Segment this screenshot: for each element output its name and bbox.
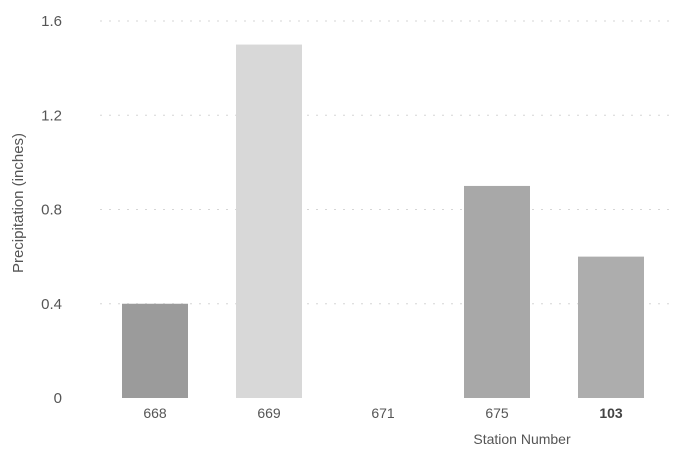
x-tick-label-669: 669 [257,405,281,421]
x-tick-label-675: 675 [485,405,509,421]
y-axis-ticks: 0 0.4 0.8 1.2 1.6 [41,13,62,407]
bar-675 [464,185,530,398]
bar-669 [236,44,302,398]
x-tick-label-671: 671 [371,405,395,421]
y-tick-label: 1.6 [41,13,62,30]
x-axis-ticks: 668 669 671 675 103 [143,405,623,421]
bar-668 [122,303,188,398]
y-axis-label: Precipitation (inches) [10,133,27,273]
y-tick-label: 0.4 [41,296,62,313]
y-tick-label: 0.8 [41,202,62,219]
x-tick-label-103: 103 [599,405,623,421]
bars [122,44,644,398]
x-axis-label: Station Number [473,431,571,447]
y-tick-label: 0 [54,390,62,407]
y-tick-label: 1.2 [41,107,62,124]
bar-103 [578,256,644,398]
x-tick-label-668: 668 [143,405,167,421]
